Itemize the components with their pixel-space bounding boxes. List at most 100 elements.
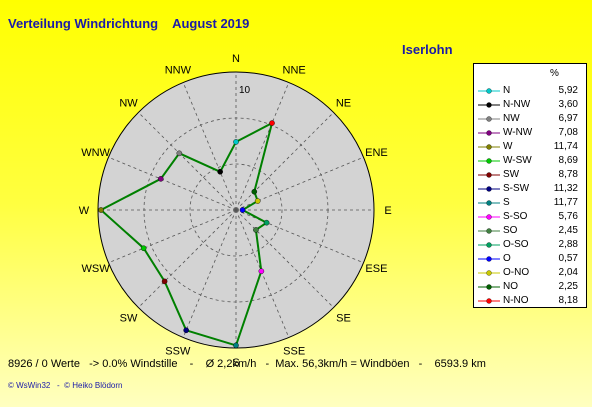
legend: % N 5,92 N-NW 3,60 NW 6,97 W-NW 7,08 W 11,74 W-SW 8… [473, 63, 587, 308]
legend-item: N-NO 8,18 [474, 294, 586, 308]
compass-label: NNW [165, 65, 192, 77]
data-point [251, 188, 258, 195]
legend-marker [478, 270, 500, 276]
legend-value: 2,88 [558, 239, 578, 250]
legend-marker [478, 298, 500, 304]
legend-value: 2,25 [558, 281, 578, 292]
legend-label: SO [503, 225, 518, 236]
compass-label: SSE [283, 345, 305, 357]
legend-marker [478, 242, 500, 248]
data-point [233, 342, 239, 349]
compass-label: N [232, 53, 240, 65]
legend-value: 5,76 [558, 211, 578, 222]
legend-item: N-NW 3,60 [474, 98, 586, 112]
legend-value: 7,08 [558, 127, 578, 138]
legend-item: SW 8,78 [474, 168, 586, 182]
legend-label: O-NO [503, 267, 530, 278]
compass-label: SW [120, 312, 138, 324]
legend-value: 11,77 [553, 197, 578, 208]
grid-spoke [235, 209, 364, 264]
statistics-text: 8926 / 0 Werte -> 0.0% Windstille - Ø 2,… [8, 358, 486, 370]
compass-label: NW [119, 98, 138, 110]
grid-spoke [235, 156, 364, 211]
legend-item: NO 2,25 [474, 280, 586, 294]
legend-marker [478, 172, 500, 178]
legend-label: O [503, 253, 511, 264]
legend-item: W-NW 7,08 [474, 126, 586, 140]
data-point [233, 139, 239, 145]
grid-spoke [108, 156, 237, 211]
compass-label: ESE [365, 263, 387, 275]
legend-unit: % [550, 68, 559, 79]
data-point [98, 207, 104, 213]
grid-spoke [108, 209, 237, 264]
legend-item: NW 6,97 [474, 112, 586, 126]
grid-spoke [138, 209, 237, 308]
compass-label: NE [336, 98, 351, 110]
data-point [157, 176, 164, 182]
legend-value: 3,60 [558, 99, 578, 110]
legend-value: 0,57 [558, 253, 578, 264]
compass-label: W [79, 205, 90, 217]
compass-label: SE [336, 312, 351, 324]
legend-marker [478, 214, 500, 220]
compass-label: WSW [82, 263, 111, 275]
legend-value: 8,78 [558, 169, 578, 180]
legend-label: W-SW [503, 155, 532, 166]
data-point [239, 207, 246, 213]
data-point [161, 278, 168, 285]
legend-marker [478, 144, 500, 150]
data-point [263, 219, 270, 226]
legend-item: O-SO 2,88 [474, 238, 586, 252]
station-name: Iserlohn [402, 42, 453, 57]
legend-item: W 11,74 [474, 140, 586, 154]
grid-spoke [182, 82, 237, 211]
legend-marker [478, 284, 500, 290]
data-point [254, 198, 261, 204]
legend-marker [478, 228, 500, 234]
data-point [183, 327, 189, 334]
legend-item: S-SW 11,32 [474, 182, 586, 196]
legend-item: W-SW 8,69 [474, 154, 586, 168]
legend-item: O 0,57 [474, 252, 586, 266]
grid-spoke [182, 209, 237, 338]
data-point [269, 120, 275, 126]
legend-marker [478, 116, 500, 122]
legend-item: S-SO 5,76 [474, 210, 586, 224]
grid-ring [189, 163, 283, 257]
legend-label: O-SO [503, 239, 529, 250]
legend-value: 11,74 [553, 141, 578, 152]
legend-label: N-NW [503, 99, 531, 110]
legend-label: W-NW [503, 127, 533, 138]
legend-label: N-NO [503, 295, 529, 306]
legend-value: 8,69 [558, 155, 578, 166]
legend-label: N [503, 85, 511, 96]
legend-value: 2,45 [558, 225, 578, 236]
legend-marker [478, 200, 500, 206]
compass-label: S [232, 357, 239, 369]
legend-value: 5,92 [558, 85, 578, 96]
data-point [258, 268, 265, 274]
legend-marker [478, 130, 500, 136]
legend-value: 2,04 [558, 267, 578, 278]
chart-title: Verteilung Windrichtung August 2019 [8, 16, 250, 31]
compass-label: NNE [283, 65, 306, 77]
data-point [217, 168, 223, 175]
grid-spoke [235, 112, 334, 211]
legend-label: W [503, 141, 513, 152]
legend-label: SW [503, 169, 520, 180]
data-point [140, 245, 147, 252]
legend-value: 8,18 [558, 295, 578, 306]
data-point [176, 150, 183, 157]
legend-label: NW [503, 113, 520, 124]
legend-value: 11,32 [553, 183, 578, 194]
legend-item: N 5,92 [474, 84, 586, 98]
legend-label: NO [503, 281, 518, 292]
legend-label: S [503, 197, 510, 208]
compass-label: WNW [81, 147, 110, 159]
legend-marker [478, 88, 500, 94]
compass-label: E [384, 205, 391, 217]
grid-spoke [138, 112, 237, 211]
